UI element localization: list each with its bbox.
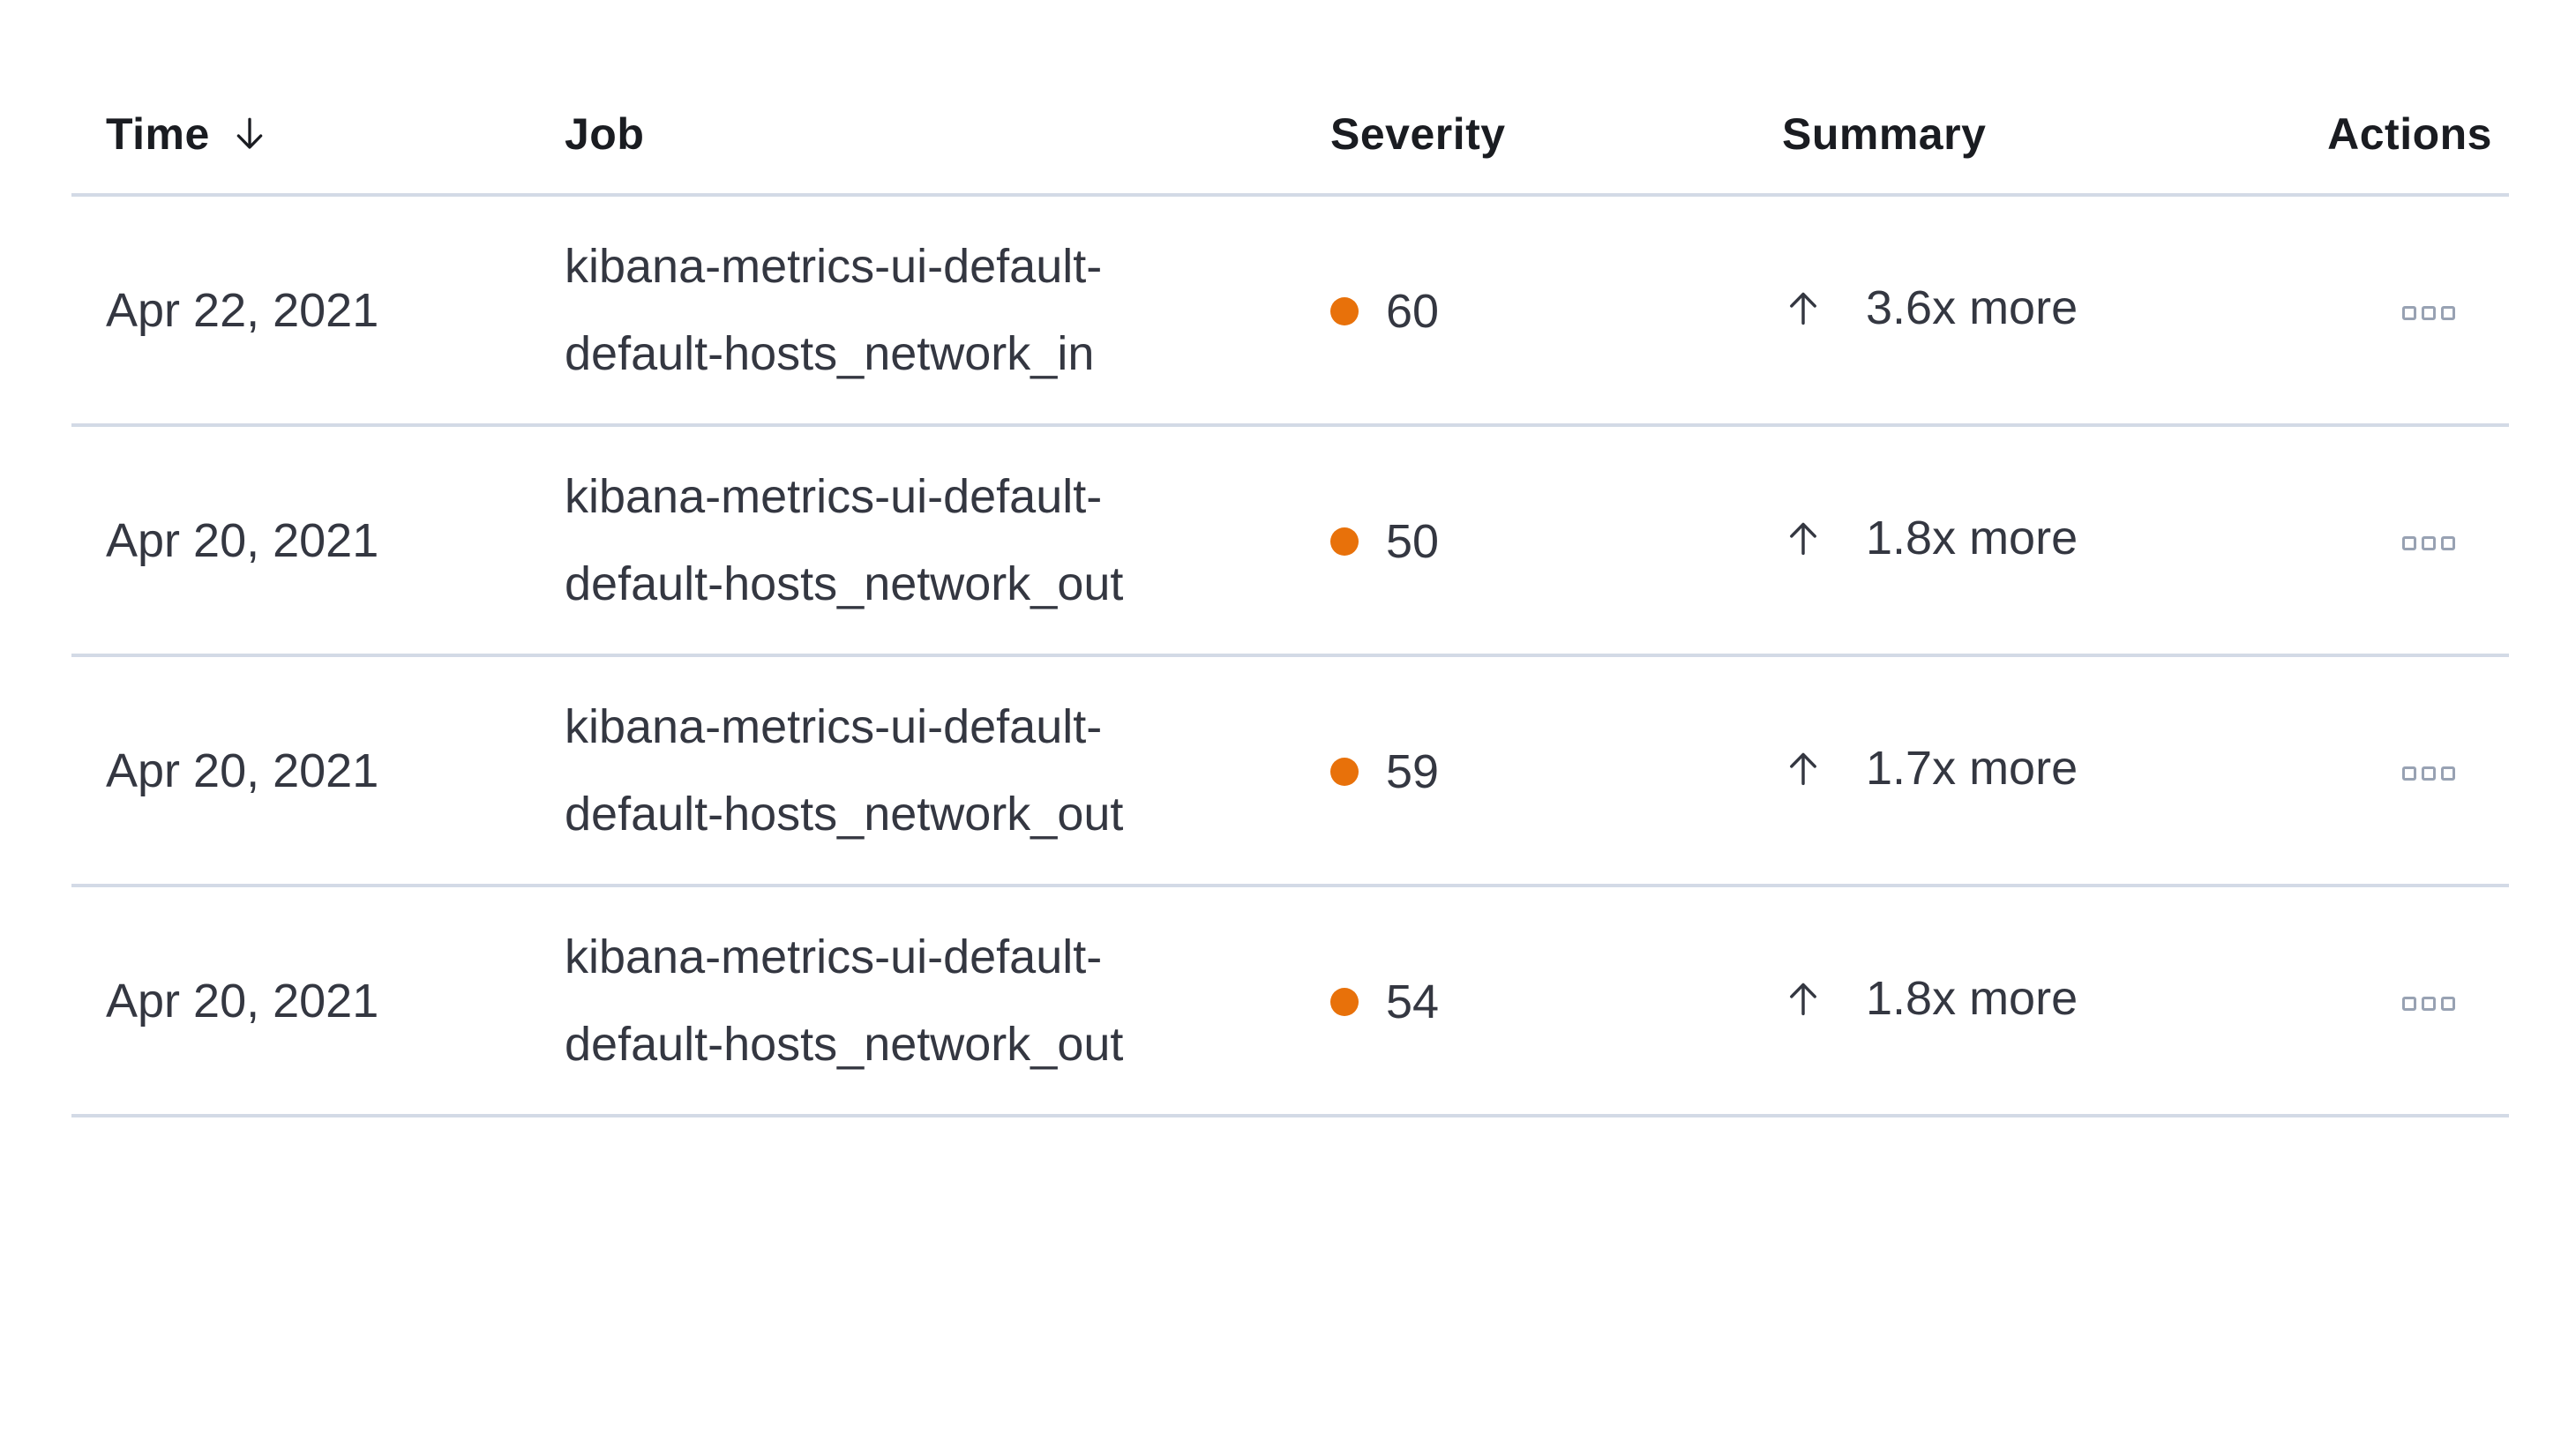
- severity-cell: 60: [1297, 195, 1747, 427]
- column-header-severity: Severity: [1297, 75, 1747, 197]
- arrow-up-icon: [1782, 747, 1824, 789]
- column-header-summary-label: Summary: [1782, 109, 1987, 159]
- summary-value: 3.6x more: [1866, 280, 2078, 334]
- severity-value: 60: [1386, 284, 1440, 338]
- boxes-horizontal-icon: [2402, 766, 2416, 781]
- column-header-job-label: Job: [565, 109, 645, 159]
- job-cell: kibana-metrics-ui-default-default-hosts_…: [529, 886, 1297, 1117]
- severity-value: 54: [1386, 975, 1440, 1028]
- anomalies-table: Time Job Severity Summary: [71, 75, 2509, 1117]
- row-actions-button[interactable]: [2402, 997, 2455, 1012]
- boxes-horizontal-icon: [2402, 997, 2416, 1012]
- table-row: Apr 20, 2021 kibana-metrics-ui-default-d…: [71, 886, 2509, 1117]
- table-row: Apr 20, 2021 kibana-metrics-ui-default-d…: [71, 425, 2509, 657]
- column-header-job: Job: [529, 75, 1297, 197]
- table-row: Apr 20, 2021 kibana-metrics-ui-default-d…: [71, 655, 2509, 887]
- summary-value: 1.8x more: [1866, 971, 2078, 1025]
- severity-value: 59: [1386, 744, 1440, 798]
- summary-cell: 1.7x more: [1747, 655, 2294, 887]
- table-header: Time Job Severity Summary: [71, 75, 2509, 197]
- actions-cell: [2294, 886, 2509, 1117]
- arrow-up-icon: [1782, 977, 1824, 1020]
- boxes-horizontal-icon: [2402, 306, 2416, 321]
- time-cell: Apr 22, 2021: [71, 195, 529, 427]
- summary-cell: 3.6x more: [1747, 195, 2294, 427]
- severity-cell: 50: [1297, 425, 1747, 657]
- summary-value: 1.8x more: [1866, 511, 2078, 564]
- severity-dot-icon: [1330, 296, 1359, 325]
- time-cell: Apr 20, 2021: [71, 425, 529, 657]
- severity-dot-icon: [1330, 757, 1359, 786]
- severity-cell: 59: [1297, 655, 1747, 887]
- sort-down-icon: [229, 114, 270, 154]
- column-header-time-label: Time: [106, 109, 210, 159]
- arrow-up-icon: [1782, 287, 1824, 329]
- arrow-up-icon: [1782, 517, 1824, 559]
- actions-cell: [2294, 195, 2509, 427]
- column-header-severity-label: Severity: [1330, 109, 1506, 159]
- summary-cell: 1.8x more: [1747, 886, 2294, 1117]
- row-actions-button[interactable]: [2402, 306, 2455, 321]
- time-cell: Apr 20, 2021: [71, 655, 529, 887]
- job-cell: kibana-metrics-ui-default-default-hosts_…: [529, 425, 1297, 657]
- actions-cell: [2294, 655, 2509, 887]
- column-header-summary: Summary: [1747, 75, 2294, 197]
- table-row: Apr 22, 2021 kibana-metrics-ui-default-d…: [71, 195, 2509, 427]
- severity-value: 50: [1386, 514, 1440, 568]
- severity-dot-icon: [1330, 987, 1359, 1016]
- actions-cell: [2294, 425, 2509, 657]
- column-header-time[interactable]: Time: [71, 75, 529, 197]
- job-cell: kibana-metrics-ui-default-default-hosts_…: [529, 655, 1297, 887]
- time-cell: Apr 20, 2021: [71, 886, 529, 1117]
- job-cell: kibana-metrics-ui-default-default-hosts_…: [529, 195, 1297, 427]
- row-actions-button[interactable]: [2402, 536, 2455, 551]
- summary-cell: 1.8x more: [1747, 425, 2294, 657]
- table-body: Apr 22, 2021 kibana-metrics-ui-default-d…: [71, 195, 2509, 1117]
- summary-value: 1.7x more: [1866, 741, 2078, 795]
- severity-cell: 54: [1297, 886, 1747, 1117]
- header-row: Time Job Severity Summary: [71, 75, 2509, 197]
- column-header-actions: Actions: [2294, 75, 2509, 197]
- severity-dot-icon: [1330, 527, 1359, 556]
- boxes-horizontal-icon: [2402, 536, 2416, 551]
- column-header-actions-label: Actions: [2327, 109, 2492, 159]
- row-actions-button[interactable]: [2402, 766, 2455, 781]
